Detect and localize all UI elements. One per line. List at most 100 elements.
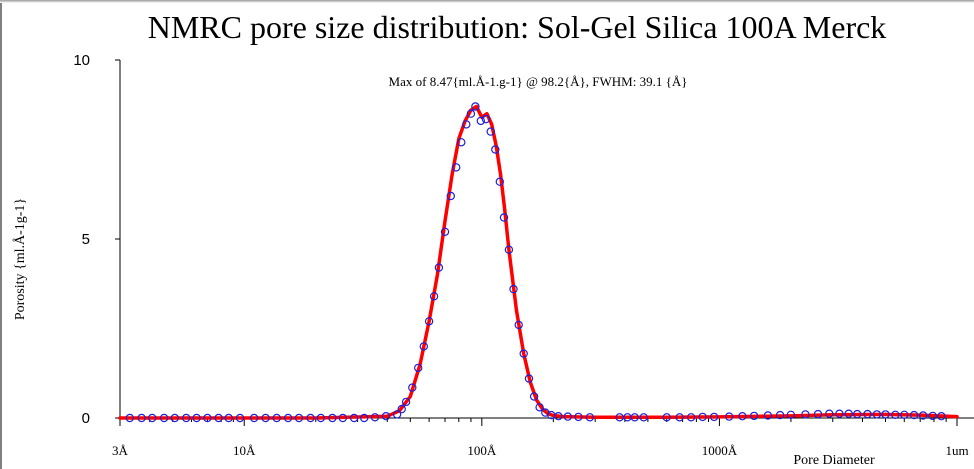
data-point bbox=[481, 114, 491, 124]
data-point bbox=[495, 177, 504, 186]
data-point bbox=[835, 409, 844, 418]
data-point bbox=[192, 413, 201, 423]
data-point bbox=[471, 102, 480, 111]
data-point bbox=[709, 412, 719, 422]
data-point bbox=[466, 109, 476, 118]
data-point bbox=[316, 413, 325, 423]
data-point bbox=[918, 411, 928, 420]
data-point bbox=[446, 191, 455, 201]
data-point bbox=[397, 404, 406, 414]
data-point bbox=[424, 317, 434, 326]
data-point bbox=[686, 413, 696, 422]
data-point bbox=[491, 145, 500, 154]
data-point bbox=[338, 413, 347, 423]
data-point bbox=[283, 413, 293, 423]
data-point bbox=[872, 410, 882, 419]
data-point bbox=[360, 413, 369, 423]
data-point bbox=[519, 349, 528, 358]
data-point bbox=[306, 413, 315, 423]
axes: 0 5 10 3Å 10Å 100Å 1000Å 1um bbox=[73, 52, 974, 458]
data-point bbox=[725, 412, 734, 421]
data-point bbox=[392, 410, 402, 419]
data-point bbox=[462, 120, 471, 129]
data-point bbox=[457, 138, 466, 147]
x-tick-label: 1000Å bbox=[702, 443, 738, 458]
data-point bbox=[763, 411, 773, 420]
x-tick-label: 10Å bbox=[233, 443, 256, 458]
data-point bbox=[514, 320, 523, 330]
y-axis-label: Porosity {ml.Å-1g-1} bbox=[12, 198, 28, 320]
data-point bbox=[137, 413, 146, 423]
data-point bbox=[235, 413, 245, 423]
data-point bbox=[615, 413, 624, 422]
data-point bbox=[499, 213, 509, 222]
data-point bbox=[125, 413, 135, 423]
data-point bbox=[440, 227, 450, 236]
data-point bbox=[408, 383, 417, 392]
data-point bbox=[249, 413, 259, 423]
data-point bbox=[349, 413, 359, 423]
data-point bbox=[928, 411, 937, 421]
y-tick-label: 10 bbox=[73, 52, 90, 69]
data-point bbox=[261, 413, 270, 423]
data-point bbox=[585, 413, 595, 422]
data-point bbox=[574, 412, 583, 422]
data-point bbox=[881, 410, 890, 419]
x-tick-label: 1um bbox=[945, 443, 968, 458]
data-point bbox=[675, 413, 684, 422]
data-point bbox=[698, 412, 707, 422]
data-point bbox=[159, 413, 169, 423]
data-point bbox=[328, 413, 337, 423]
data-point bbox=[909, 410, 919, 420]
data-point bbox=[630, 413, 639, 422]
data-point bbox=[749, 411, 759, 421]
data-point bbox=[891, 410, 900, 419]
chart-title: NMRC pore size distribution: Sol-Gel Sil… bbox=[148, 9, 887, 45]
data-point bbox=[844, 409, 853, 418]
fit-curve-line bbox=[118, 104, 959, 420]
data-point bbox=[414, 363, 423, 373]
data-point bbox=[825, 409, 834, 418]
data-point bbox=[147, 413, 157, 423]
data-point bbox=[429, 292, 439, 301]
fit-curve-group bbox=[118, 104, 959, 420]
y-tick-label: 0 bbox=[82, 410, 90, 427]
data-point bbox=[294, 413, 304, 423]
data-point bbox=[419, 342, 428, 351]
data-point bbox=[863, 409, 872, 419]
window-frame-top bbox=[0, 0, 974, 3]
data-point bbox=[813, 409, 823, 419]
data-point bbox=[214, 413, 223, 423]
data-point bbox=[563, 412, 573, 421]
data-point bbox=[401, 397, 411, 407]
data-point bbox=[639, 413, 648, 422]
data-point bbox=[662, 413, 671, 422]
data-point bbox=[181, 413, 191, 423]
window-frame-left bbox=[0, 0, 2, 469]
data-point bbox=[900, 410, 909, 419]
data-point bbox=[535, 403, 544, 412]
data-point bbox=[775, 410, 785, 420]
peak-annotation: Max of 8.47{ml.Å-1.g-1} @ 98.2{Å}, FWHM:… bbox=[389, 74, 688, 89]
data-point bbox=[738, 412, 747, 421]
x-tick-label: 100Å bbox=[467, 443, 497, 458]
data-point bbox=[509, 284, 518, 294]
x-tick-label: 3Å bbox=[112, 443, 129, 458]
data-point bbox=[853, 409, 862, 419]
data-point bbox=[476, 116, 485, 126]
data-point bbox=[224, 413, 233, 423]
data-point bbox=[434, 263, 444, 272]
data-point bbox=[203, 413, 212, 423]
data-point bbox=[786, 410, 796, 419]
data-point bbox=[524, 374, 534, 383]
data-point bbox=[554, 412, 563, 421]
y-tick-label: 5 bbox=[82, 231, 90, 248]
data-point bbox=[486, 127, 495, 136]
data-point bbox=[370, 413, 380, 422]
data-point bbox=[272, 413, 281, 423]
data-point bbox=[504, 245, 514, 254]
data-points-group bbox=[125, 102, 946, 423]
data-point bbox=[529, 392, 539, 401]
data-point bbox=[452, 163, 461, 172]
